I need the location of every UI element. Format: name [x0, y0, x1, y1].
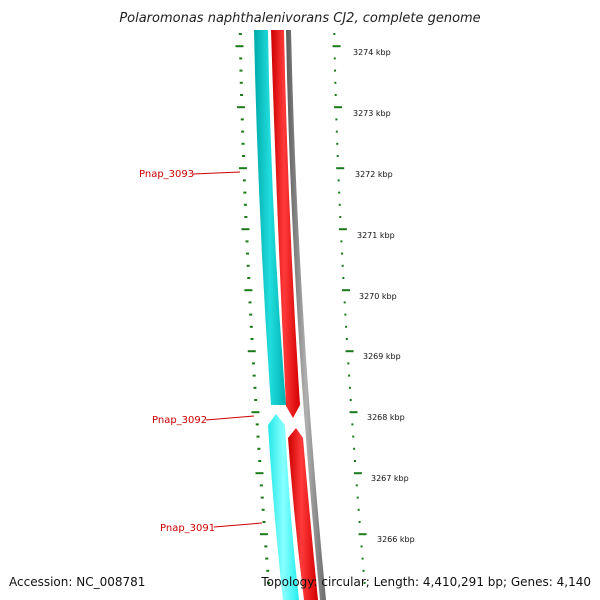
cds-forward-upper: [271, 30, 300, 418]
gene-label-leader: [192, 171, 241, 175]
accession-text: Accession: NC_008781: [9, 575, 145, 589]
gene-labels: Pnap_3093 Pnap_3092 Pnap_3091: [139, 169, 263, 534]
gene-label-pnap-3092: Pnap_3092: [152, 415, 207, 426]
map-title: Polaromonas naphthalenivorans CJ2, compl…: [119, 11, 480, 26]
gene-label-pnap-3091: Pnap_3091: [160, 523, 215, 534]
position-label: 3274 kbp: [353, 48, 391, 57]
gene-label-leader: [213, 522, 263, 528]
position-label: 3268 kbp: [367, 413, 405, 422]
genome-backbone: [286, 30, 326, 600]
position-label: 3271 kbp: [357, 231, 395, 240]
position-label: 3269 kbp: [363, 352, 401, 361]
cds-reverse-pnap-3091: [268, 414, 299, 600]
inner-tick-track: [235, 33, 271, 584]
position-tick-track: [332, 33, 367, 584]
position-labels: 3274 kbp 3273 kbp 3272 kbp 3271 kbp 3270…: [353, 48, 415, 544]
cds-forward-lower: [288, 428, 318, 600]
cds-reverse-pnap-3093: [254, 30, 286, 405]
gene-label-leader: [205, 415, 255, 421]
position-label: 3270 kbp: [359, 292, 397, 301]
gene-label-pnap-3093: Pnap_3093: [139, 169, 194, 180]
position-label: 3267 kbp: [371, 474, 409, 483]
position-label: 3273 kbp: [353, 109, 391, 118]
genome-summary-text: Topology: circular; Length: 4,410,291 bp…: [260, 575, 591, 589]
position-label: 3266 kbp: [377, 535, 415, 544]
position-label: 3272 kbp: [355, 170, 393, 179]
